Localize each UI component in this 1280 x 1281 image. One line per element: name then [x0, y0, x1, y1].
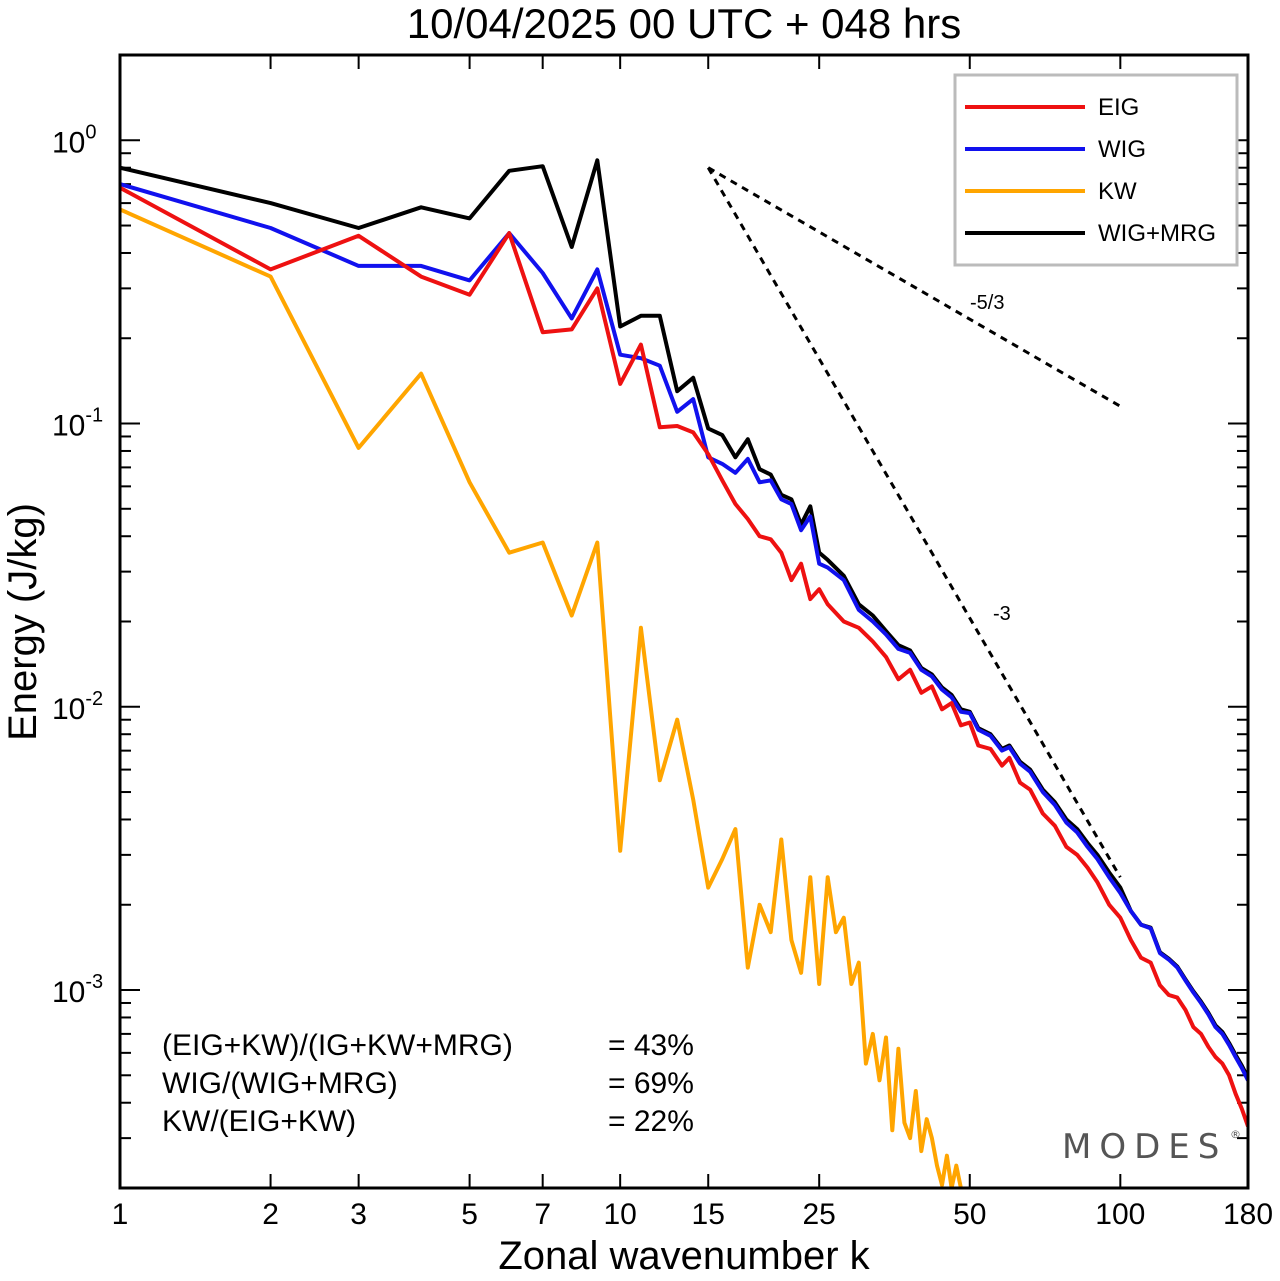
legend-label: EIG: [1098, 94, 1139, 121]
slope-label: -5/3: [970, 292, 1004, 314]
legend-label: WIG: [1098, 136, 1146, 163]
axis-ticks: 1 2 3 5 7 10 15 25 50 100 180 100 10-1 10-2 10-3: [52, 54, 1273, 1231]
slope-label: -3: [993, 603, 1011, 625]
y-tick-label: 100: [52, 121, 97, 159]
x-tick-label: 10: [603, 1198, 636, 1231]
x-axis-label: Zonal wavenumber k: [498, 1234, 870, 1278]
data-series: [120, 158, 1248, 1188]
y-axis-label: Energy (J/kg): [1, 503, 45, 741]
ratio-value: = 43%: [608, 1029, 694, 1062]
x-tick-label: 100: [1095, 1198, 1145, 1231]
y-tick-label: 10-2: [52, 688, 103, 726]
y-tick-label: 10-3: [52, 971, 103, 1009]
reference-slope-line: [706, 166, 1122, 879]
ratio-value: = 69%: [608, 1067, 694, 1100]
x-tick-label: 15: [692, 1198, 725, 1231]
x-tick-label: 2: [262, 1198, 279, 1231]
ratio-value: = 22%: [608, 1105, 694, 1138]
series-line-wig-mrg: [120, 158, 1248, 1079]
series-line-wig: [120, 182, 1248, 1082]
legend-label: WIG+MRG: [1098, 220, 1216, 247]
ratio-annotations: (EIG+KW)/(IG+KW+MRG) = 43% WIG/(WIG+MRG) = …: [162, 1029, 694, 1138]
x-tick-label: 25: [803, 1198, 836, 1231]
ratio-label: WIG/(WIG+MRG): [162, 1067, 398, 1100]
x-tick-label: 50: [953, 1198, 986, 1231]
ratio-label: KW/(EIG+KW): [162, 1105, 356, 1138]
plot-frame: [118, 53, 1250, 1190]
x-tick-label: 1: [112, 1198, 129, 1231]
series-line-eig: [120, 185, 1248, 1128]
legend-label: KW: [1098, 178, 1137, 205]
y-tick-label: 10-1: [52, 405, 103, 443]
reference-slopes: [706, 166, 1122, 879]
chart-title: 10/04/2025 00 UTC + 048 hrs: [407, 0, 962, 47]
x-tick-label: 3: [350, 1198, 367, 1231]
legend: EIG WIG KW WIG+MRG: [953, 73, 1239, 267]
reference-slope-line: [707, 166, 1122, 408]
modes-registered-mark: ®: [1230, 1128, 1241, 1141]
series-line-kw: [120, 207, 963, 1188]
x-tick-label: 180: [1223, 1198, 1273, 1231]
modes-watermark: MODES: [1062, 1127, 1227, 1167]
ratio-label: (EIG+KW)/(IG+KW+MRG): [162, 1029, 513, 1062]
x-tick-label: 5: [461, 1198, 478, 1231]
x-tick-label: 7: [534, 1198, 551, 1231]
